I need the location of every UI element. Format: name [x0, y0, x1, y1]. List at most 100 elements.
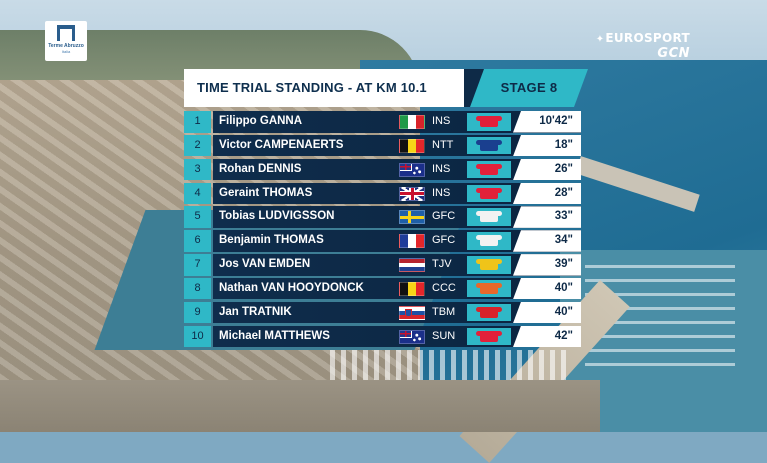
team-jersey-icon: [476, 282, 502, 294]
jersey-cell: [467, 232, 511, 250]
standing-row: 10 Michael MATTHEWS SUN 42": [184, 325, 588, 348]
time-cell: 33": [513, 206, 581, 228]
sweden-flag: [399, 210, 425, 225]
rider-name: Jos VAN EMDEN: [219, 258, 311, 271]
jersey-cell: [467, 208, 511, 226]
uk-flag: [399, 186, 425, 201]
shore: [0, 380, 600, 432]
jersey-cell: [467, 256, 511, 274]
rider-name: Jan TRATNIK: [219, 305, 292, 318]
team-jersey-icon: [476, 163, 502, 175]
rider-bar: Tobias LUDVIGSSON GFC 33": [213, 206, 581, 228]
time-gap: 10'42": [539, 115, 573, 127]
city-logo-sub: Italia: [61, 49, 71, 54]
time-gap: 40": [554, 281, 573, 294]
position-number: 6: [184, 230, 211, 252]
position-number: 4: [184, 182, 211, 205]
rider-name: Geraint THOMAS: [219, 186, 313, 199]
position-number: 5: [184, 206, 211, 228]
position-number: 1: [184, 111, 211, 133]
rider-bar: Nathan VAN HOOYDONCK CCC 40": [213, 277, 581, 300]
board-title: TIME TRIAL STANDING - AT KM 10.1: [184, 69, 464, 107]
position-number: 10: [184, 325, 211, 348]
time-gap: 18": [554, 138, 573, 151]
team-jersey-icon: [476, 330, 502, 342]
rider-name: Tobias LUDVIGSSON: [219, 210, 335, 223]
time-gap: 40": [554, 305, 573, 318]
time-cell: 40": [513, 301, 581, 324]
time-gap: 28": [554, 186, 573, 199]
belgium-flag: [399, 138, 425, 153]
standings-board: TIME TRIAL STANDING - AT KM 10.1 STAGE 8…: [184, 69, 588, 419]
rider-bar: Michael MATTHEWS SUN 42": [213, 325, 581, 348]
time-cell: 34": [513, 230, 581, 252]
broadcaster-name: EUROSPORT: [605, 31, 690, 45]
italy-flag: [399, 115, 425, 129]
rider-name: Nathan VAN HOOYDONCK: [219, 281, 364, 294]
gcn-logo: GCN: [657, 46, 690, 61]
time-gap: 26": [554, 162, 573, 175]
time-cell: 39": [513, 254, 581, 276]
time-cell: 26": [513, 158, 581, 181]
standing-row: 7 Jos VAN EMDEN TJV 39": [184, 254, 588, 276]
team-code: GFC: [432, 210, 456, 223]
time-cell: 42": [513, 325, 581, 348]
team-jersey-icon: [476, 306, 502, 318]
jersey-cell: [467, 113, 511, 131]
star-icon: ✦: [595, 34, 605, 45]
team-code: INS: [432, 115, 451, 127]
position-number: 2: [184, 134, 211, 157]
australia-flag: [399, 329, 425, 344]
standing-row: 2 Victor CAMPENAERTS NTT 18": [184, 134, 588, 157]
jersey-cell: [467, 279, 511, 298]
rider-bar: Jan TRATNIK TBM 40": [213, 301, 581, 324]
time-cell: 28": [513, 182, 581, 205]
team-code: NTT: [432, 138, 454, 151]
rider-name: Benjamin THOMAS: [219, 234, 324, 247]
time-cell: 40": [513, 277, 581, 300]
standing-row: 6 Benjamin THOMAS GFC 34": [184, 230, 588, 252]
rider-name: Michael MATTHEWS: [219, 329, 330, 342]
team-code: GFC: [432, 234, 456, 247]
team-code: INS: [432, 162, 451, 175]
team-jersey-icon: [476, 211, 502, 223]
position-number: 9: [184, 301, 211, 324]
rider-name: Rohan DENNIS: [219, 162, 302, 175]
jersey-cell: [467, 327, 511, 346]
team-code: TBM: [432, 305, 456, 318]
standing-row: 9 Jan TRATNIK TBM 40": [184, 301, 588, 324]
standing-row: 5 Tobias LUDVIGSSON GFC 33": [184, 206, 588, 228]
slovenia-flag: [399, 305, 425, 320]
jersey-cell: [467, 303, 511, 322]
australia-flag: [399, 162, 425, 177]
rider-bar: Jos VAN EMDEN TJV 39": [213, 254, 581, 276]
team-code: SUN: [432, 329, 456, 342]
jersey-cell: [467, 160, 511, 179]
position-number: 8: [184, 277, 211, 300]
standing-row: 4 Geraint THOMAS INS 28": [184, 182, 588, 205]
team-code: TJV: [432, 258, 452, 271]
rider-bar: Geraint THOMAS INS 28": [213, 182, 581, 205]
rider-name: Victor CAMPENAERTS: [219, 138, 344, 151]
time-gap: 33": [554, 210, 573, 223]
stage-label: STAGE 8: [470, 69, 588, 107]
team-code: INS: [432, 186, 451, 199]
rider-name: Filippo GANNA: [219, 115, 303, 127]
rider-bar: Benjamin THOMAS GFC 34": [213, 230, 581, 252]
jersey-cell: [467, 136, 511, 155]
team-jersey-icon: [476, 139, 502, 151]
team-jersey-icon: [476, 235, 502, 247]
position-number: 3: [184, 158, 211, 181]
team-jersey-icon: [476, 116, 502, 127]
france-flag: [399, 234, 425, 249]
standing-row: 1 Filippo GANNA INS 10'42": [184, 111, 588, 133]
eurosport-logo: ✦EUROSPORT: [595, 31, 690, 45]
team-jersey-icon: [476, 187, 502, 199]
city-logo: Terme Abruzzo Italia: [45, 21, 87, 61]
jersey-cell: [467, 184, 511, 203]
standing-row: 8 Nathan VAN HOOYDONCK CCC 40": [184, 277, 588, 300]
netherlands-flag: [399, 258, 425, 273]
standings-list: 1 Filippo GANNA INS 10'42" 2 Victor CAMPENAER…: [184, 111, 588, 349]
position-number: 7: [184, 254, 211, 276]
standing-row: 3 Rohan DENNIS INS 26": [184, 158, 588, 181]
